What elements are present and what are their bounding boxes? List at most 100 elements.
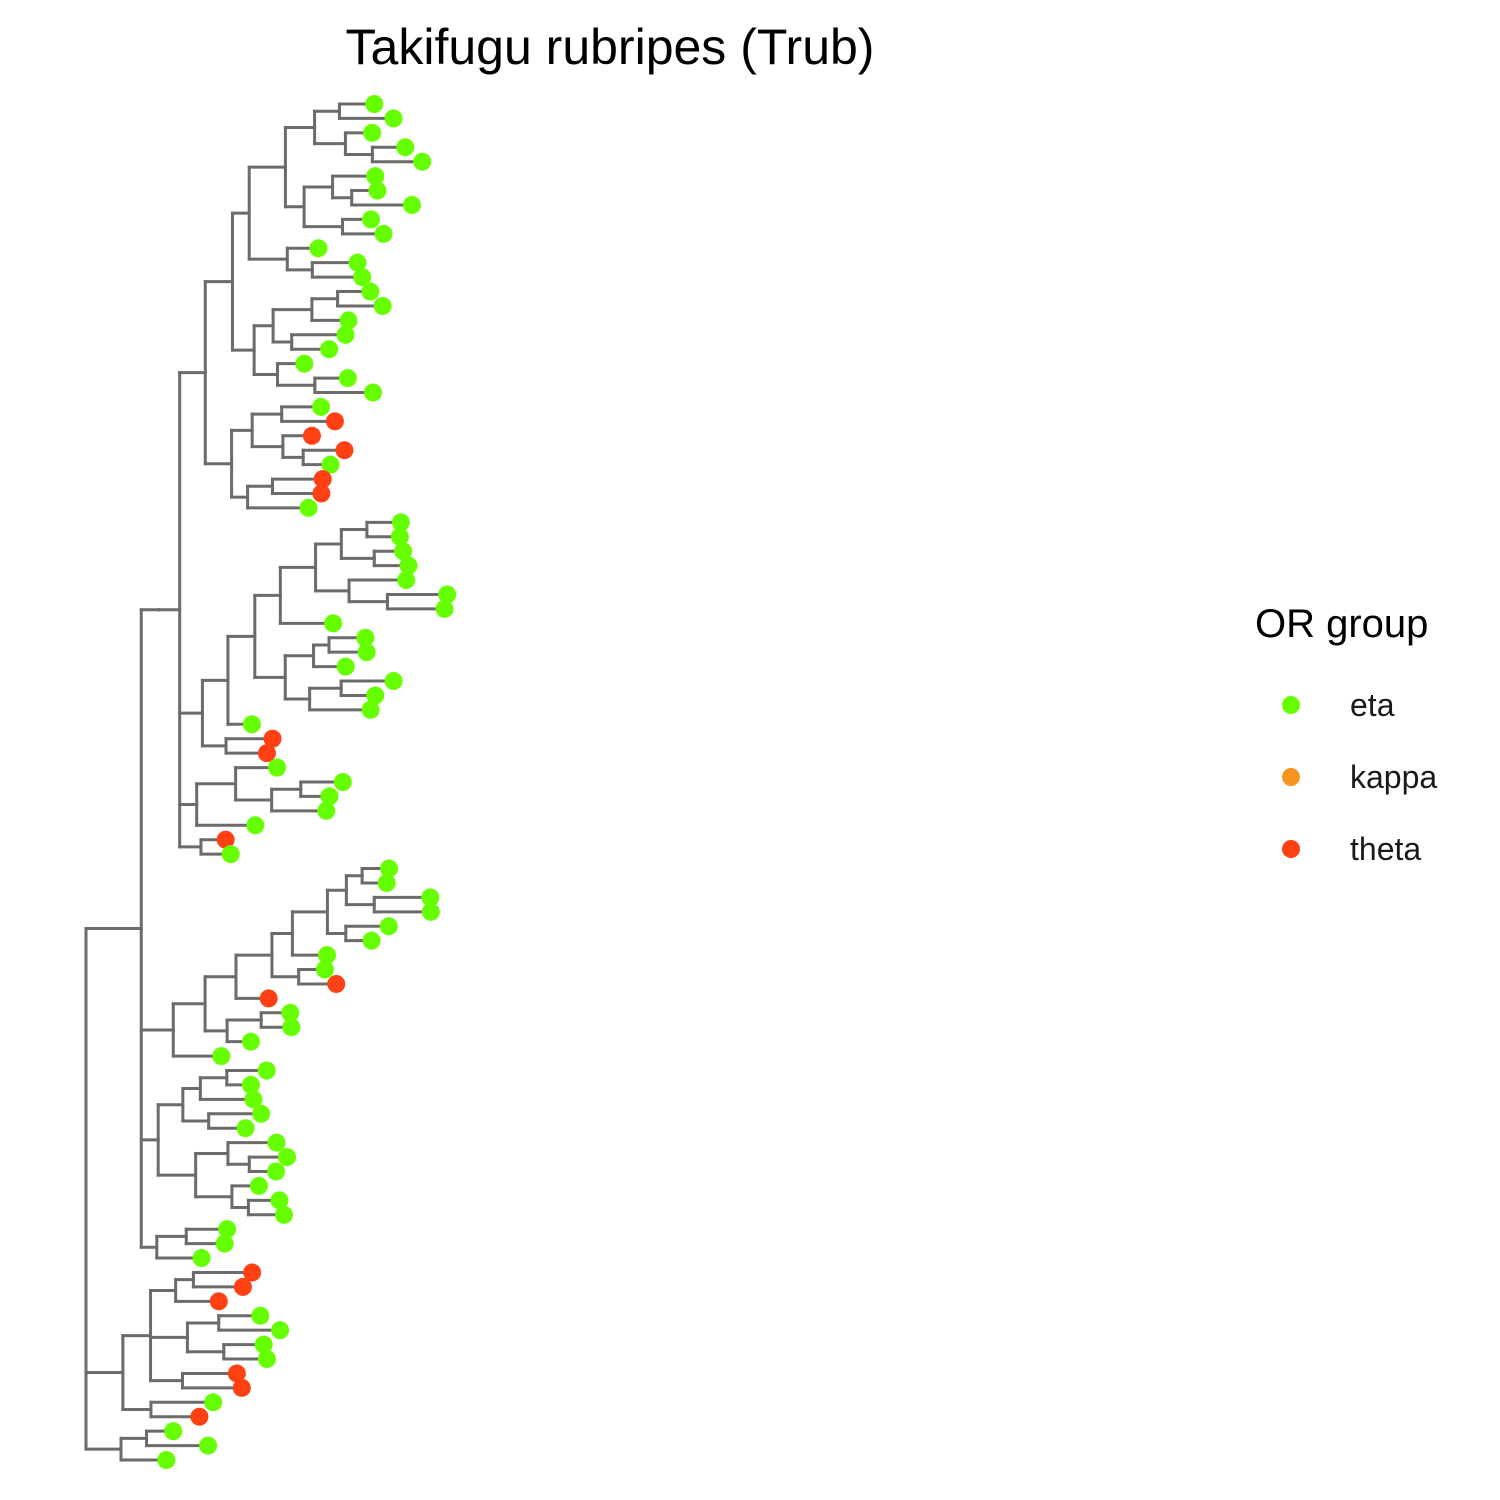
- tip-point: [299, 498, 318, 517]
- legend: OR group eta kappa theta: [1255, 602, 1437, 885]
- tip-point: [204, 1393, 223, 1412]
- tip-point: [399, 556, 418, 575]
- tip-point: [246, 816, 265, 835]
- tip-point: [243, 1263, 262, 1282]
- tip-point: [396, 138, 415, 157]
- tip-point: [361, 700, 380, 719]
- legend-label-eta: eta: [1350, 686, 1395, 723]
- tip-point: [324, 614, 343, 633]
- tip-point: [190, 1407, 209, 1426]
- tip-point: [212, 1047, 231, 1066]
- legend-label-theta: theta: [1350, 830, 1422, 867]
- tip-point: [373, 296, 392, 315]
- tip-point: [338, 369, 357, 388]
- tip-point: [295, 354, 314, 373]
- tip-point: [318, 946, 337, 965]
- tip-point: [209, 1292, 228, 1311]
- tip-point: [321, 455, 340, 474]
- tip-point: [380, 859, 399, 878]
- chart-title: Takifugu rubripes (Trub): [345, 19, 875, 75]
- tip-point: [368, 181, 387, 200]
- tip-point: [257, 744, 276, 763]
- tip-point: [384, 109, 403, 128]
- tip-point: [215, 1234, 234, 1253]
- tip-point: [232, 1378, 251, 1397]
- tip-point: [317, 801, 336, 820]
- tip-point: [397, 571, 416, 590]
- tip-point: [221, 845, 240, 864]
- tip-point: [362, 931, 381, 950]
- tip-point: [438, 585, 457, 604]
- legend-key-kappa: [1282, 768, 1300, 786]
- legend-item-eta: eta: [1255, 669, 1437, 741]
- tip-point: [270, 1191, 289, 1210]
- tree-branches: [84, 102, 449, 1462]
- tip-point: [302, 426, 321, 445]
- tip-point: [361, 210, 380, 229]
- tip-point: [336, 325, 355, 344]
- tip-point: [233, 1277, 252, 1296]
- legend-key-theta: [1282, 840, 1300, 858]
- tip-point: [241, 1032, 260, 1051]
- tip-point: [379, 917, 398, 936]
- tip-point: [278, 1148, 297, 1167]
- tip-point: [357, 643, 376, 662]
- tip-point: [384, 672, 403, 691]
- tip-point: [421, 902, 440, 921]
- tip-point: [241, 1075, 260, 1094]
- tip-point: [267, 1162, 286, 1181]
- tip-point: [402, 195, 421, 214]
- tip-point: [227, 1364, 246, 1383]
- tip-point: [335, 441, 354, 460]
- tip-point: [312, 397, 331, 416]
- tip-point: [336, 657, 355, 676]
- legend-title: OR group: [1255, 602, 1429, 646]
- tip-point: [282, 1018, 301, 1037]
- tip-point: [374, 224, 393, 243]
- tip-point: [216, 830, 235, 849]
- tip-point: [320, 340, 339, 359]
- tip-point: [313, 470, 332, 489]
- tip-point: [365, 95, 384, 113]
- tip-point: [363, 123, 382, 142]
- legend-item-kappa: kappa: [1255, 741, 1437, 813]
- tip-point: [348, 253, 367, 272]
- tip-point: [249, 1176, 268, 1195]
- tip-point: [327, 974, 346, 993]
- tip-point: [281, 1003, 300, 1022]
- tip-point: [157, 1451, 176, 1469]
- tip-point: [390, 527, 409, 546]
- tip-point: [363, 383, 382, 402]
- tip-point: [199, 1436, 218, 1455]
- tip-point: [257, 1061, 276, 1080]
- legend-item-theta: theta: [1255, 813, 1437, 885]
- tip-point: [339, 311, 358, 330]
- tip-point: [242, 715, 261, 734]
- tip-point: [435, 599, 454, 618]
- tip-point: [267, 1133, 286, 1152]
- tip-point: [366, 167, 385, 186]
- tip-point: [333, 773, 352, 791]
- tip-point: [271, 1321, 290, 1340]
- tip-point: [192, 1249, 211, 1268]
- tip-point: [353, 268, 372, 287]
- tip-point: [236, 1119, 255, 1138]
- tip-point: [259, 989, 278, 1008]
- tip-point: [252, 1104, 271, 1123]
- tip-point: [268, 758, 287, 777]
- tip-point: [312, 484, 331, 503]
- legend-key-eta: [1282, 696, 1300, 714]
- tree-tips: [157, 95, 457, 1469]
- tip-point: [257, 1350, 276, 1369]
- tip-point: [164, 1422, 183, 1441]
- tip-point: [356, 628, 375, 647]
- tip-point: [325, 412, 344, 431]
- tip-point: [421, 888, 440, 907]
- tip-point: [361, 282, 380, 301]
- tip-point: [366, 686, 385, 705]
- tip-point: [244, 1090, 263, 1109]
- legend-label-kappa: kappa: [1350, 758, 1438, 795]
- tip-point: [251, 1306, 270, 1325]
- tip-point: [309, 239, 328, 258]
